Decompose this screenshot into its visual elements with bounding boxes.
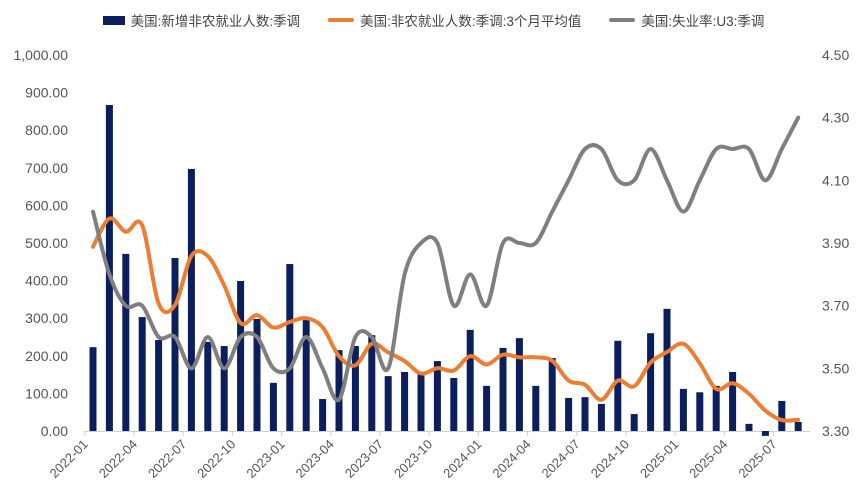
bar-2023-04	[335, 350, 343, 431]
bar-2022-07	[187, 168, 195, 432]
bar-2025-08	[794, 421, 802, 431]
bar-2025-07	[778, 400, 786, 431]
bar-2022-12	[269, 382, 277, 431]
bar-2023-05	[351, 346, 359, 431]
bar-2022-11	[253, 318, 261, 431]
bar-2024-11	[647, 333, 655, 431]
legend-label: 美国:失业率:U3:季调	[641, 14, 765, 29]
left-tick-label: 900.00	[25, 85, 68, 101]
bar-2023-01	[286, 264, 294, 431]
legend-swatch-line	[609, 18, 636, 22]
right-tick-label: 4.10	[822, 172, 849, 188]
legend-label: 美国:非农就业人数:季调:3个月平均值	[360, 14, 582, 29]
bar-2023-12	[466, 329, 474, 431]
x-tick-label: 2023-10	[391, 437, 435, 481]
bar-2025-02	[696, 392, 704, 431]
legend-item-bar: 美国:新增非农就业人数:季调	[102, 10, 301, 30]
bar-2025-06	[761, 431, 769, 436]
legend-item-avg: 美国:非农就业人数:季调:3个月平均值	[328, 10, 581, 30]
bar-2023-03	[319, 399, 327, 431]
x-tick-label: 2025-01	[637, 437, 681, 481]
bar-2024-10	[630, 414, 638, 431]
bar-2022-09	[220, 346, 228, 431]
right-tick-label: 3.50	[822, 360, 849, 376]
bar-2024-08	[597, 403, 605, 431]
bar-2025-04	[729, 371, 737, 431]
bar-2022-03	[122, 253, 130, 431]
x-tick-label: 2022-10	[194, 437, 238, 481]
bar-2023-02	[302, 318, 310, 431]
right-tick-label: 3.30	[822, 423, 849, 439]
legend-item-unemployment: 美国:失业率:U3:季调	[609, 10, 764, 30]
bar-2022-10	[237, 280, 245, 431]
bar-2022-06	[171, 258, 179, 431]
legend-swatch-bar	[102, 15, 125, 25]
bar-2024-01	[483, 385, 491, 431]
bar-2023-08	[401, 371, 409, 431]
x-tick-label: 2024-07	[539, 437, 583, 481]
bar-2023-11	[450, 377, 458, 431]
x-tick-label: 2022-07	[145, 437, 189, 481]
bar-2024-09	[614, 340, 622, 431]
legend: 美国:新增非农就业人数:季调 美国:非农就业人数:季调:3个月平均值 美国:失业…	[0, 10, 867, 30]
left-tick-label: 100.00	[25, 385, 68, 401]
left-tick-label: 300.00	[25, 310, 68, 326]
bar-2024-05	[548, 358, 556, 431]
left-tick-label: 800.00	[25, 122, 68, 138]
x-tick-label: 2023-07	[342, 437, 386, 481]
bar-2022-01	[89, 347, 97, 431]
right-tick-label: 4.30	[822, 110, 849, 126]
x-tick-label: 2022-04	[96, 437, 140, 481]
bar-2023-09	[417, 371, 425, 431]
bar-2023-10	[433, 361, 441, 431]
legend-label: 美国:新增非农就业人数:季调	[130, 14, 301, 29]
bar-2024-06	[565, 397, 573, 431]
left-tick-label: 200.00	[25, 348, 68, 364]
left-tick-label: 0.00	[41, 423, 68, 439]
bar-2022-04	[138, 317, 146, 431]
bar-2024-03	[515, 338, 523, 431]
left-tick-label: 400.00	[25, 273, 68, 289]
bar-2022-05	[155, 340, 163, 431]
x-tick-label: 2024-01	[440, 437, 484, 481]
bar-2025-03	[712, 385, 720, 431]
legend-swatch-line	[328, 18, 355, 22]
bar-2024-02	[499, 347, 507, 431]
right-tick-label: 4.50	[822, 47, 849, 63]
bar-2025-05	[745, 423, 753, 431]
left-tick-label: 500.00	[25, 235, 68, 251]
unemployment-line	[91, 115, 801, 403]
bar-2025-01	[679, 388, 687, 431]
bar-2022-08	[204, 341, 212, 431]
x-tick-label: 2022-01	[47, 437, 91, 481]
x-tick-label: 2025-07	[735, 437, 779, 481]
left-tick-label: 700.00	[25, 160, 68, 176]
bar-2023-06	[368, 335, 376, 431]
left-tick-label: 1,000.00	[14, 47, 69, 63]
x-tick-label: 2024-04	[489, 437, 533, 481]
bar-2023-07	[384, 376, 392, 431]
x-tick-label: 2023-01	[243, 437, 287, 481]
x-tick-label: 2025-04	[686, 437, 730, 481]
bar-2024-12	[663, 308, 671, 431]
x-tick-label: 2024-10	[588, 437, 632, 481]
x-tick-label: 2023-04	[293, 437, 337, 481]
right-tick-label: 3.70	[822, 298, 849, 314]
bar-2024-04	[532, 385, 540, 431]
bar-2024-07	[581, 397, 589, 431]
right-tick-label: 3.90	[822, 235, 849, 251]
left-tick-label: 600.00	[25, 197, 68, 213]
avg-line	[91, 216, 801, 423]
